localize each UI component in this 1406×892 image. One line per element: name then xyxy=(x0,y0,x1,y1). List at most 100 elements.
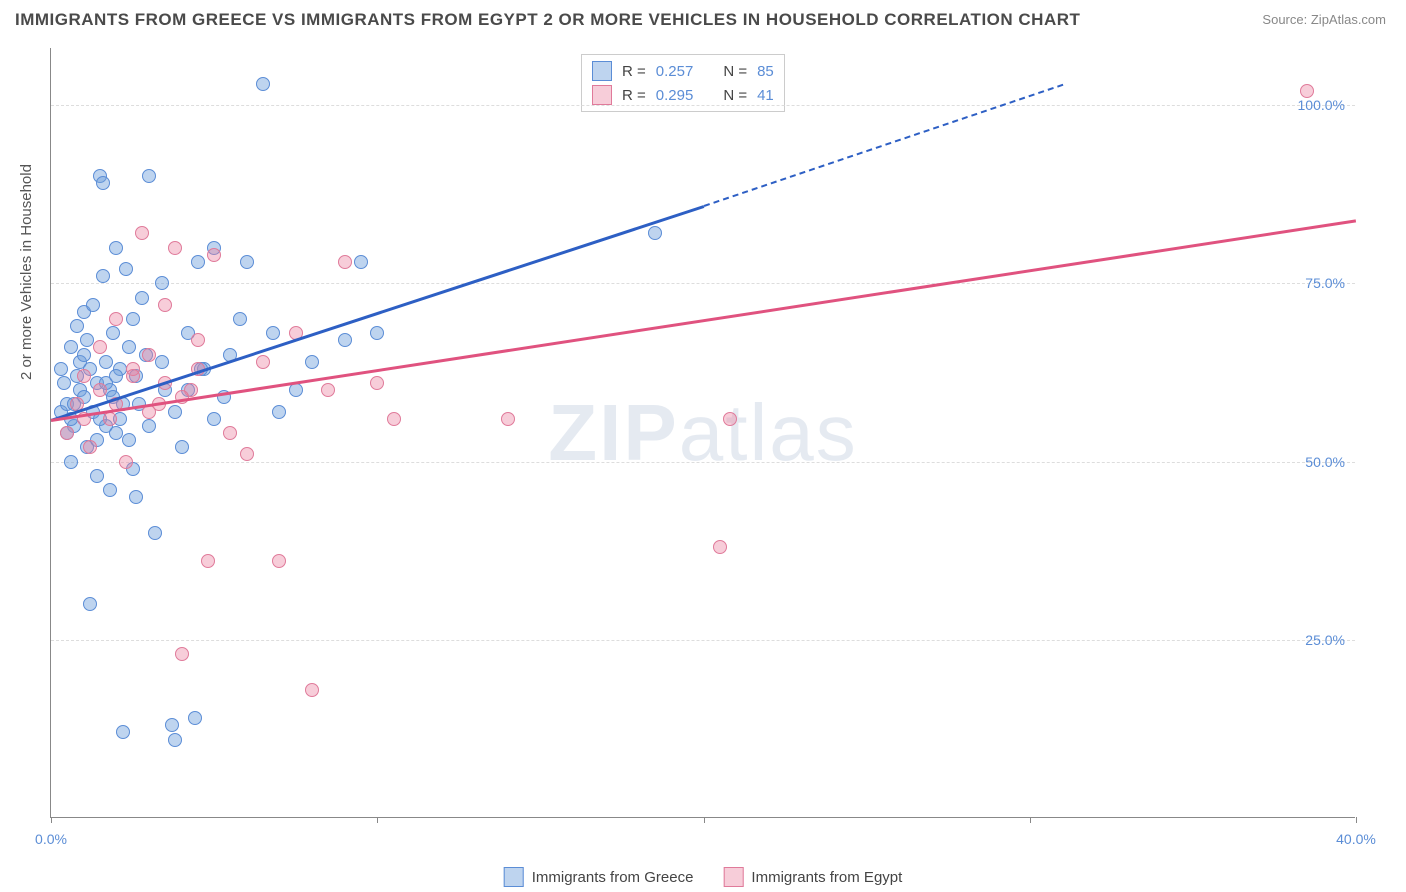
scatter-point xyxy=(191,255,205,269)
legend-r-value: 0.257 xyxy=(656,63,694,80)
scatter-point xyxy=(116,725,130,739)
x-tick-label: 40.0% xyxy=(1336,831,1376,847)
legend-r-label: R = xyxy=(622,87,646,104)
scatter-point xyxy=(155,355,169,369)
scatter-point xyxy=(80,333,94,347)
scatter-point xyxy=(305,683,319,697)
scatter-point xyxy=(338,255,352,269)
legend-item-label: Immigrants from Egypt xyxy=(751,869,902,886)
scatter-point xyxy=(175,647,189,661)
scatter-point xyxy=(387,412,401,426)
watermark: ZIPatlas xyxy=(548,387,857,479)
x-tick-mark xyxy=(51,817,52,823)
x-tick-mark xyxy=(704,817,705,823)
scatter-point xyxy=(129,490,143,504)
scatter-point xyxy=(168,241,182,255)
scatter-point xyxy=(201,554,215,568)
gridline-horizontal xyxy=(51,105,1355,106)
scatter-point xyxy=(109,426,123,440)
scatter-point xyxy=(354,255,368,269)
legend-stat-row: R =0.295N =41 xyxy=(592,83,774,107)
scatter-point xyxy=(99,355,113,369)
scatter-point xyxy=(223,426,237,440)
scatter-point xyxy=(305,355,319,369)
source-prefix: Source: xyxy=(1262,12,1307,27)
scatter-point xyxy=(93,383,107,397)
gridline-horizontal xyxy=(51,462,1355,463)
legend-n-value: 85 xyxy=(757,63,774,80)
scatter-point xyxy=(142,348,156,362)
scatter-point xyxy=(272,405,286,419)
scatter-point xyxy=(370,376,384,390)
scatter-point xyxy=(207,248,221,262)
scatter-point xyxy=(93,340,107,354)
watermark-zip: ZIP xyxy=(548,388,678,477)
scatter-point xyxy=(266,326,280,340)
scatter-point xyxy=(109,369,123,383)
scatter-point xyxy=(168,405,182,419)
legend-item-label: Immigrants from Greece xyxy=(532,869,694,886)
source-name: ZipAtlas.com xyxy=(1311,12,1386,27)
scatter-point xyxy=(83,597,97,611)
legend-swatch xyxy=(592,61,612,81)
scatter-point xyxy=(57,376,71,390)
scatter-point xyxy=(233,312,247,326)
scatter-point xyxy=(1300,84,1314,98)
legend-swatch xyxy=(723,867,743,887)
scatter-point xyxy=(155,276,169,290)
scatter-point xyxy=(54,362,68,376)
y-tick-label: 100.0% xyxy=(1298,97,1345,113)
scatter-point xyxy=(77,369,91,383)
source-label: Source: ZipAtlas.com xyxy=(1262,12,1386,27)
scatter-point xyxy=(70,319,84,333)
x-tick-mark xyxy=(1030,817,1031,823)
scatter-point xyxy=(370,326,384,340)
scatter-point xyxy=(103,412,117,426)
scatter-point xyxy=(240,255,254,269)
scatter-point xyxy=(126,369,140,383)
y-axis-title: 2 or more Vehicles in Household xyxy=(18,164,35,380)
scatter-point xyxy=(60,426,74,440)
scatter-point xyxy=(119,262,133,276)
scatter-point xyxy=(96,269,110,283)
legend-stat-row: R = 0.257 N = 85 xyxy=(592,59,774,83)
y-tick-label: 50.0% xyxy=(1305,454,1345,470)
scatter-point xyxy=(90,469,104,483)
scatter-point xyxy=(338,333,352,347)
scatter-point xyxy=(240,447,254,461)
legend-r-value: 0.295 xyxy=(656,87,694,104)
x-tick-mark xyxy=(1356,817,1357,823)
scatter-point xyxy=(142,169,156,183)
legend-n-value: 41 xyxy=(757,87,774,104)
watermark-atlas: atlas xyxy=(679,388,858,477)
legend-n-label: N = xyxy=(723,63,747,80)
legend-swatch xyxy=(504,867,524,887)
scatter-point xyxy=(148,526,162,540)
scatter-point xyxy=(86,298,100,312)
x-tick-mark xyxy=(377,817,378,823)
scatter-point xyxy=(109,312,123,326)
gridline-horizontal xyxy=(51,640,1355,641)
chart-plot-area: ZIPatlas R =0.257N =85R =0.295N =41 25.0… xyxy=(50,48,1355,818)
scatter-point xyxy=(188,711,202,725)
legend-r-label: R = xyxy=(622,63,646,80)
scatter-point xyxy=(126,312,140,326)
scatter-point xyxy=(168,733,182,747)
scatter-point xyxy=(103,483,117,497)
scatter-point xyxy=(106,326,120,340)
scatter-point xyxy=(158,298,172,312)
scatter-point xyxy=(119,455,133,469)
chart-title: IMMIGRANTS FROM GREECE VS IMMIGRANTS FRO… xyxy=(15,10,1080,30)
scatter-point xyxy=(648,226,662,240)
scatter-point xyxy=(289,383,303,397)
scatter-point xyxy=(135,226,149,240)
legend-item: Immigrants from Egypt xyxy=(723,867,902,887)
scatter-point xyxy=(142,419,156,433)
scatter-point xyxy=(109,241,123,255)
scatter-point xyxy=(77,348,91,362)
legend-item: Immigrants from Greece xyxy=(504,867,694,887)
legend-swatch xyxy=(592,85,612,105)
gridline-horizontal xyxy=(51,283,1355,284)
legend-stats-box: R =0.257N =85R =0.295N =41 xyxy=(581,54,785,112)
scatter-point xyxy=(272,554,286,568)
